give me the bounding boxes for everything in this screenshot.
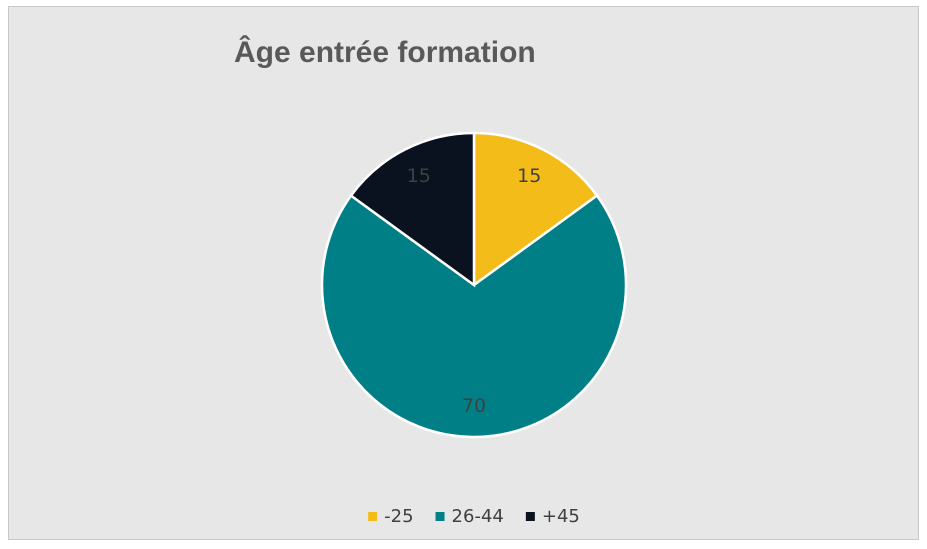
pie-slice <box>472 131 599 288</box>
legend-label: +45 <box>542 506 580 527</box>
legend-swatch <box>368 512 378 521</box>
data-label: 15 <box>517 165 541 187</box>
chart-title: Âge entrée formation <box>234 35 536 69</box>
legend-swatch <box>435 512 445 521</box>
data-label: 70 <box>462 395 486 417</box>
legend-label: 26-44 <box>452 506 504 527</box>
pie-slice <box>349 131 476 288</box>
data-label: 15 <box>407 165 431 187</box>
pie-slice <box>320 193 628 439</box>
legend-label: -25 <box>384 506 413 527</box>
legend-swatch <box>525 512 535 521</box>
